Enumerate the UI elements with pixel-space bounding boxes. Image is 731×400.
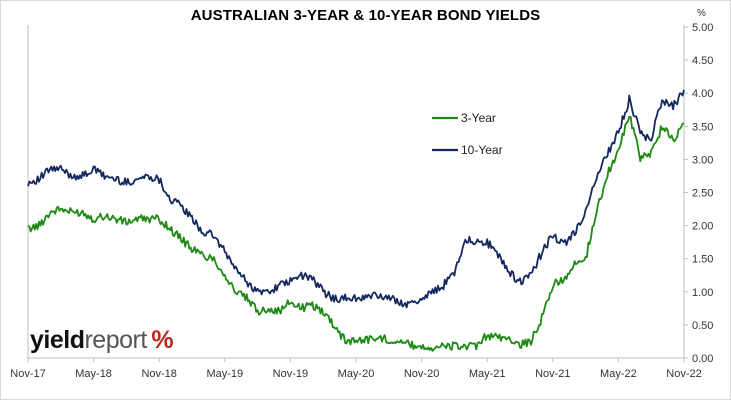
x-tick-label: May-22 [600,368,637,380]
x-tick-label: May-19 [206,368,243,380]
yieldreport-logo: yieldreport % [30,326,174,355]
y-tick-label: 3.00 [692,154,713,166]
x-tick-label: Nov-20 [404,368,439,380]
logo-text-report: report [84,326,147,354]
x-tick-label: May-20 [338,368,375,380]
y-tick-label: 0.00 [692,353,713,365]
series-line-10-year [27,89,685,309]
chart-title: AUSTRALIAN 3-YEAR & 10-YEAR BOND YIELDS [190,7,541,24]
y-tick-label: 2.00 [692,221,713,233]
x-tick-label: Nov-21 [535,368,570,380]
y-tick-label: 1.50 [692,254,713,266]
x-tick-label: May-18 [75,368,112,380]
legend-label-10-year: 10-Year [461,143,503,157]
y-tick-label: 5.00 [692,22,713,34]
x-tick-label: Nov-18 [141,368,176,380]
legend-label-3-year: 3-Year [461,111,496,125]
y-axis-unit-label: % [697,8,706,19]
y-tick-label: 2.50 [692,188,713,200]
y-tick-label: 4.50 [692,55,713,67]
y-tick-label: 4.00 [692,88,713,100]
logo-percent-icon: % [151,326,174,354]
x-tick-label: Nov-22 [666,368,701,380]
series-line-3-year [27,115,685,352]
y-tick-label: 1.00 [692,287,713,299]
x-tick-label: Nov-17 [10,368,45,380]
x-tick-label: May-21 [469,368,506,380]
y-tick-label: 0.50 [692,320,713,332]
y-tick-label: 3.50 [692,121,713,133]
x-tick-label: Nov-19 [273,368,308,380]
logo-text-yield: yield [30,326,85,354]
